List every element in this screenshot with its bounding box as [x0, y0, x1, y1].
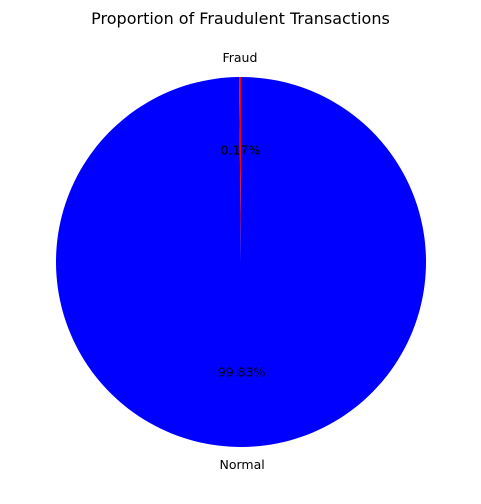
- slice-label-normal: Normal: [219, 457, 264, 472]
- pie-slice-fraud: [239, 77, 241, 262]
- slice-pct-normal: 99.83%: [218, 364, 266, 379]
- chart-title: Proportion of Fraudulent Transactions: [91, 9, 390, 28]
- pie-labels: Fraud 0.17% Normal 99.83%: [218, 50, 266, 472]
- slice-pct-fraud: 0.17%: [221, 143, 261, 158]
- pie-slices: [55, 77, 426, 447]
- slice-label-fraud: Fraud: [222, 50, 257, 65]
- pie-slice-normal: [55, 77, 426, 447]
